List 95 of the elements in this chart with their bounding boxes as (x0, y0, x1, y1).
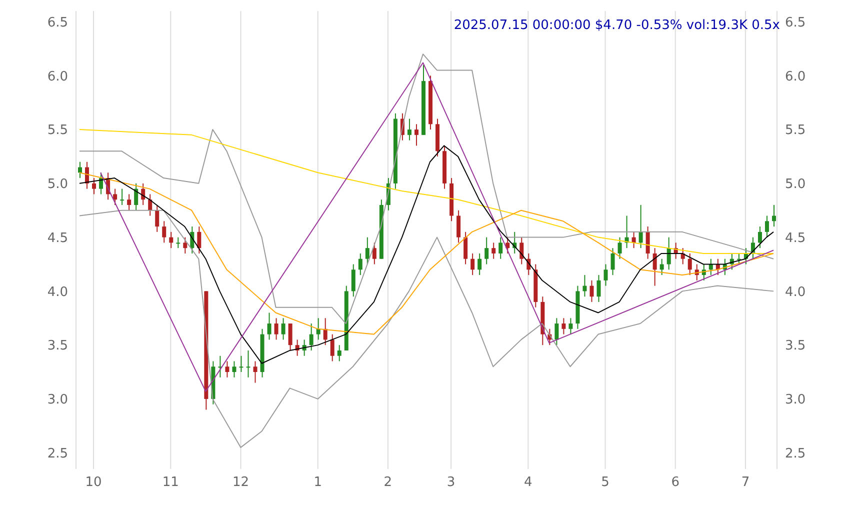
line-series (79, 145, 774, 364)
candlestick (330, 334, 334, 362)
candlestick (492, 242, 496, 260)
candlestick (246, 350, 250, 378)
y-tick-label: 2.5 (47, 446, 68, 462)
candlestick (758, 226, 762, 249)
candlestick (484, 236, 489, 265)
y2-tick-label: 4.0 (785, 284, 806, 300)
candlestick (610, 248, 615, 276)
candlestick (239, 355, 244, 373)
candlestick (646, 226, 650, 260)
y2-tick-label: 5.0 (785, 177, 806, 192)
y-tick-label: 6.0 (47, 69, 68, 84)
candlestick (582, 274, 587, 298)
candlestick (337, 344, 342, 362)
candlestick (372, 242, 376, 265)
candlestick (169, 231, 174, 249)
text: 2025.07.15 00:00:00 $4.70 -0.53% vol:19.3K 0.5x (454, 18, 780, 33)
candlestick (772, 204, 776, 228)
line-series (79, 129, 774, 254)
candlestick (120, 188, 124, 206)
candlestick (562, 318, 566, 335)
candlestick (764, 215, 769, 238)
x-tick-label: 5 (601, 475, 610, 490)
line-series (79, 210, 774, 448)
x-tick-label: 11 (162, 475, 179, 490)
candlestick (99, 172, 104, 195)
x-tick-label: 6 (671, 475, 680, 490)
candlestick (176, 236, 180, 249)
candlestick (464, 231, 468, 265)
candlestick (127, 194, 132, 211)
line-series (79, 54, 774, 324)
candlestick (358, 252, 362, 276)
candlestick (155, 204, 160, 232)
candlestick (92, 178, 96, 195)
candlestick (197, 226, 202, 254)
y-tick-label: 4.0 (47, 284, 68, 300)
candlestick (660, 258, 664, 276)
candlestick (162, 220, 166, 244)
candlestick (183, 236, 188, 254)
y2-tick-label: 3.0 (785, 392, 806, 408)
y2-tick-label: 3.5 (785, 338, 806, 354)
candlestick (590, 280, 594, 302)
candlestick (134, 182, 138, 211)
candlestick (604, 264, 608, 286)
candlestick (232, 360, 236, 378)
candlestick (554, 318, 559, 346)
y-tick-label: 4.5 (47, 230, 68, 246)
candlestick (281, 318, 286, 340)
y-tick-label: 3.5 (47, 338, 68, 354)
x-tick-label: 12 (232, 475, 250, 490)
y-tick-label: 5.5 (47, 123, 68, 138)
candlestick (148, 194, 152, 216)
x-tick-label: 2 (384, 475, 392, 490)
candlestick (351, 264, 356, 298)
candlestick (225, 360, 230, 378)
candlestick (596, 274, 601, 302)
candlestick (478, 252, 482, 276)
candlestick (309, 323, 314, 351)
y2-tick-label: 5.5 (785, 123, 806, 138)
x-tick-label: 3 (446, 475, 456, 490)
candlestick (407, 118, 412, 141)
y2-tick-label: 4.5 (785, 230, 806, 246)
candlestick (520, 236, 524, 265)
y-tick-label: 3.0 (47, 392, 68, 408)
candlestick (267, 312, 272, 340)
candlestick (568, 318, 573, 335)
x-tick-label: 10 (85, 475, 102, 490)
candlestick (414, 124, 418, 146)
y-tick-label: 5.0 (47, 177, 68, 192)
y2-tick-label: 6.5 (785, 15, 806, 30)
candlestick (632, 231, 636, 249)
candlestick (78, 161, 82, 179)
candlestick (288, 323, 292, 351)
candlestick (113, 188, 118, 206)
x-tick-label: 7 (741, 475, 750, 490)
x-tick-label: 1 (314, 475, 322, 490)
candlestick (506, 236, 510, 254)
candlestick (365, 236, 370, 265)
candlestick (274, 318, 278, 340)
line-series (100, 62, 774, 392)
y-tick-label: 6.5 (47, 15, 68, 30)
y2-tick-label: 6.0 (785, 69, 806, 84)
candlestick (688, 252, 692, 276)
x-tick-label: 4 (524, 475, 532, 490)
candlestick (652, 248, 657, 286)
candlestick (708, 258, 713, 276)
candlestick (253, 360, 258, 384)
candlestick (638, 204, 643, 249)
candlestick (316, 318, 320, 340)
y2-tick-label: 2.5 (785, 446, 806, 462)
candlestick (498, 236, 503, 260)
candlestick (456, 210, 461, 244)
candlestick (470, 252, 475, 276)
candlestick (618, 236, 622, 260)
